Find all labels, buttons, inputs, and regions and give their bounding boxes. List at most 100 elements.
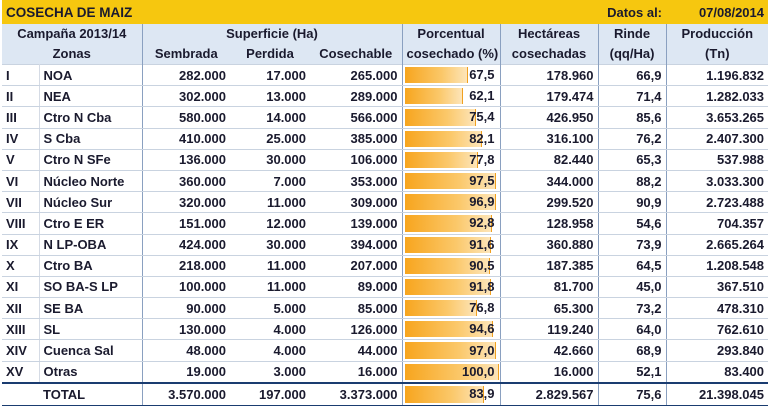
pct-value: 75,4 [469,109,495,125]
pct-bar [404,278,491,296]
pct-value: 96,9 [469,194,495,210]
pct-cell: 75,4 [401,106,501,129]
hectareas-cell: 42.660 [499,339,599,362]
pct-bar [404,257,490,274]
table-row: XIV Cuenca Sal 48.000 4.000 44.000 97,0 42.660… [2,339,769,362]
sembrada-header: Sembrada [141,44,230,65]
total-sembrada: 3.570.000 [141,381,230,406]
zone-name: NOA [39,63,142,87]
hectareas-header-1: Hectáreas [499,24,599,44]
produccion-cell: 704.357 [665,212,769,235]
pct-cell: 94,6 [401,318,501,341]
cosechable-cell: 394.000 [310,233,402,256]
total-cosechable: 3.373.000 [310,381,402,406]
date-value: 07/08/2014 [666,0,769,24]
rinde-cell: 90,9 [597,191,667,214]
produccion-header-1: Producción [665,24,769,44]
sembrada-cell: 410.000 [141,127,230,150]
zone-name: SL [39,318,142,341]
cosechable-cell: 106.000 [310,148,402,171]
perdida-cell: 11.000 [230,275,310,299]
total-perdida: 197.000 [230,381,310,406]
zone-number: XIV [2,339,40,362]
table-row: VIII Ctro E ER 151.000 12.000 139.000 92,8 128… [2,212,769,235]
pct-value: 67,5 [469,67,495,83]
total-hectareas: 2.829.567 [499,381,599,406]
zone-name: Núcleo Sur [39,191,142,214]
rinde-cell: 73,2 [597,297,667,320]
produccion-cell: 1.282.033 [665,85,769,108]
perdida-header: Perdida [230,44,310,65]
cosechable-cell: 207.000 [310,254,402,277]
pct-bar [404,109,476,126]
perdida-cell: 30.000 [230,233,310,256]
table-row: XI SO BA-S LP 100.000 11.000 89.000 91,8 81.70… [2,275,769,299]
perdida-cell: 4.000 [230,318,310,341]
cosechable-cell: 126.000 [310,318,402,341]
sembrada-cell: 130.000 [141,318,230,341]
cosechable-cell: 385.000 [310,127,402,150]
zone-name: Ctro E ER [39,212,142,235]
perdida-cell: 13.000 [230,85,310,108]
table-row: IX N LP-OBA 424.000 30.000 394.000 91,6 360.88… [2,233,769,256]
rinde-cell: 54,6 [597,212,667,235]
zone-number: II [2,85,40,108]
pct-bar [404,321,494,338]
header-row-1: Campaña 2013/14 Superficie (Ha) Porcentu… [2,24,769,44]
zone-name: Cuenca Sal [39,339,142,362]
hectareas-cell: 16.000 [499,360,599,384]
zone-number: III [2,106,40,129]
zone-number: XIII [2,318,40,341]
perdida-cell: 11.000 [230,191,310,214]
pct-value: 91,8 [469,278,495,294]
zone-name: Ctro N Cba [39,106,142,129]
porcentual-header-1: Porcentual [401,24,501,44]
total-label: TOTAL [39,381,142,406]
zone-number: I [2,63,40,87]
hectareas-cell: 178.960 [499,63,599,87]
produccion-cell: 83.400 [665,360,769,384]
pct-value: 62,1 [469,88,495,104]
pct-cell: 67,5 [401,63,501,87]
table-row: X Ctro BA 218.000 11.000 207.000 90,5 187.385 6… [2,254,769,277]
sembrada-cell: 151.000 [141,212,230,235]
total-pct-bar [404,385,484,403]
produccion-cell: 537.988 [665,148,769,171]
total-produccion: 21.398.045 [665,381,769,406]
hectareas-cell: 65.300 [499,297,599,320]
cosechable-cell: 85.000 [310,297,402,320]
cosechable-cell: 139.000 [310,212,402,235]
pct-value: 90,5 [469,257,495,273]
pct-value: 77,8 [469,151,495,167]
zone-number: XV [2,360,40,384]
sembrada-cell: 48.000 [141,339,230,362]
zone-number: VIII [2,212,40,235]
zone-name: Ctro N SFe [39,148,142,171]
header-row-2: Zonas Sembrada Perdida Cosechable cosech… [2,44,769,65]
pct-cell: 97,5 [401,169,501,193]
pct-value: 76,8 [469,300,495,316]
pct-cell: 62,1 [401,85,501,108]
zone-number: VI [2,169,40,193]
zone-name: Otras [39,360,142,384]
pct-cell: 97,0 [401,339,501,362]
sembrada-cell: 302.000 [141,85,230,108]
pct-cell: 92,8 [401,212,501,235]
rinde-header-1: Rinde [597,24,667,44]
rinde-cell: 52,1 [597,360,667,384]
pct-bar [404,172,497,190]
perdida-cell: 12.000 [230,212,310,235]
cosechable-cell: 16.000 [310,360,402,384]
cosechable-cell: 89.000 [310,275,402,299]
cosechable-cell: 353.000 [310,169,402,193]
rinde-cell: 71,4 [597,85,667,108]
table-row: XIII SL 130.000 4.000 126.000 94,6 119.240 64,0… [2,318,769,341]
produccion-cell: 1.208.548 [665,254,769,277]
hectareas-cell: 299.520 [499,191,599,214]
table-body: I NOA 282.000 17.000 265.000 67,5 178.960 66,9 1… [2,63,769,384]
hectareas-header-2: cosechadas [499,44,599,65]
zone-number: X [2,254,40,277]
hectareas-cell: 179.474 [499,85,599,108]
zone-name: Núcleo Norte [39,169,142,193]
